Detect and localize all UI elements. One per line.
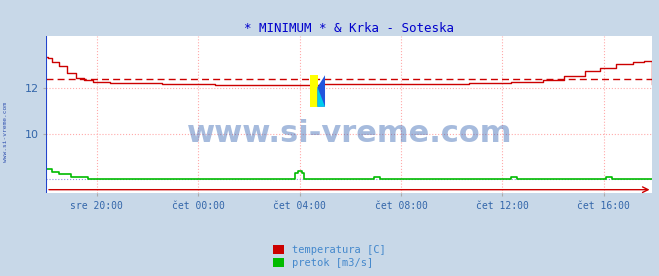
Polygon shape <box>318 75 325 107</box>
Text: www.si-vreme.com: www.si-vreme.com <box>3 102 8 163</box>
Text: www.si-vreme.com: www.si-vreme.com <box>186 119 512 148</box>
Legend: temperatura [C], pretok [m3/s]: temperatura [C], pretok [m3/s] <box>273 245 386 268</box>
Polygon shape <box>318 87 325 107</box>
Title: * MINIMUM * & Krka - Soteska: * MINIMUM * & Krka - Soteska <box>244 22 454 35</box>
FancyBboxPatch shape <box>310 75 318 107</box>
